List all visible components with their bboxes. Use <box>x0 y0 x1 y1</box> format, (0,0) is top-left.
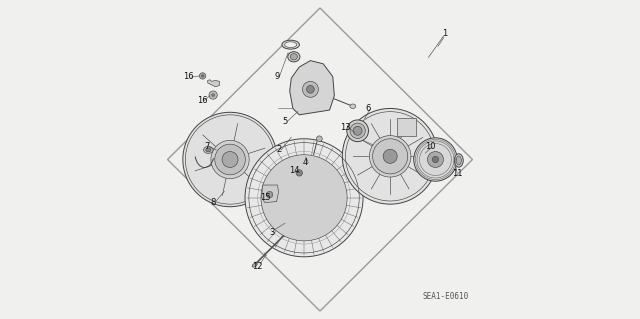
Ellipse shape <box>291 54 298 60</box>
Circle shape <box>383 149 397 163</box>
Circle shape <box>372 139 408 174</box>
Text: 10: 10 <box>425 142 435 151</box>
Text: 7: 7 <box>204 142 209 151</box>
Text: 2: 2 <box>276 145 281 154</box>
Polygon shape <box>208 80 220 87</box>
Ellipse shape <box>347 120 369 142</box>
Ellipse shape <box>288 52 300 62</box>
Circle shape <box>369 136 411 177</box>
Text: 13: 13 <box>340 123 351 132</box>
Circle shape <box>266 191 273 198</box>
Ellipse shape <box>252 263 257 267</box>
Text: 9: 9 <box>275 72 280 81</box>
Text: 1: 1 <box>442 29 447 38</box>
Text: 15: 15 <box>260 193 270 202</box>
Polygon shape <box>262 185 278 203</box>
Circle shape <box>215 144 245 175</box>
Ellipse shape <box>282 40 300 49</box>
Text: 4: 4 <box>303 158 308 167</box>
Circle shape <box>342 108 438 204</box>
Ellipse shape <box>353 126 362 135</box>
Circle shape <box>414 138 457 181</box>
Circle shape <box>183 112 277 207</box>
Polygon shape <box>290 61 334 115</box>
Text: 6: 6 <box>365 104 371 113</box>
Circle shape <box>303 81 319 97</box>
Polygon shape <box>168 8 472 311</box>
Text: 11: 11 <box>452 169 463 178</box>
Circle shape <box>209 91 218 99</box>
Circle shape <box>428 152 444 167</box>
Text: SEA1-E0610: SEA1-E0610 <box>423 292 469 300</box>
Text: 16: 16 <box>183 72 194 81</box>
Ellipse shape <box>350 123 365 138</box>
Text: 12: 12 <box>253 262 263 271</box>
Circle shape <box>261 155 347 241</box>
Ellipse shape <box>454 154 463 167</box>
Ellipse shape <box>317 136 322 142</box>
Ellipse shape <box>206 148 211 152</box>
Circle shape <box>432 156 438 163</box>
Text: 3: 3 <box>269 228 275 237</box>
Circle shape <box>211 93 215 97</box>
Circle shape <box>201 74 204 78</box>
Text: 14: 14 <box>289 166 300 175</box>
Circle shape <box>211 140 249 179</box>
Polygon shape <box>397 118 416 136</box>
Circle shape <box>307 85 314 93</box>
Ellipse shape <box>204 146 213 153</box>
Ellipse shape <box>456 156 461 165</box>
Ellipse shape <box>350 104 356 108</box>
Circle shape <box>222 152 238 167</box>
Text: 8: 8 <box>211 198 216 207</box>
Circle shape <box>200 73 206 79</box>
Circle shape <box>245 139 363 257</box>
Text: 16: 16 <box>196 96 207 105</box>
Circle shape <box>296 170 303 176</box>
Text: 5: 5 <box>282 117 287 126</box>
Ellipse shape <box>285 42 297 48</box>
